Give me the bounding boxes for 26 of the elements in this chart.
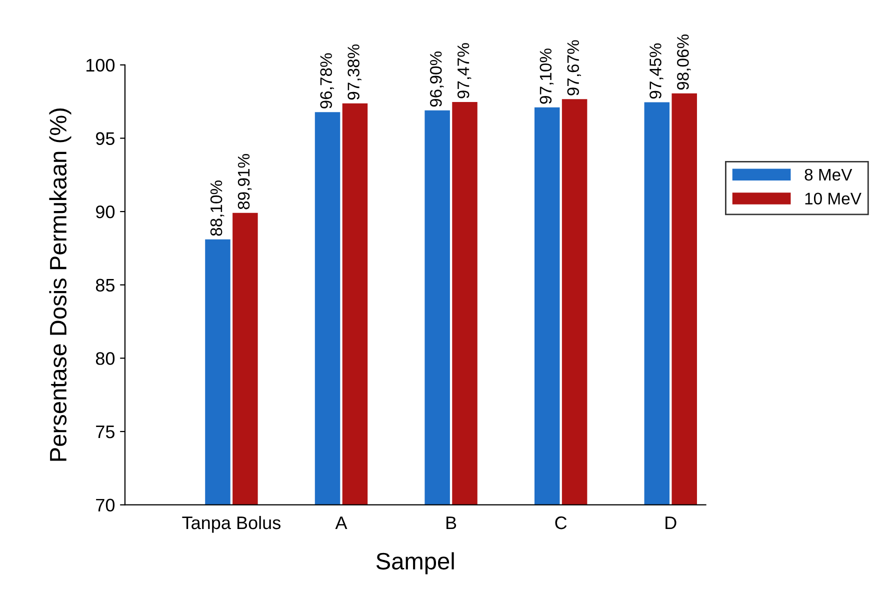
- legend-label: 8 MeV: [804, 168, 852, 181]
- y-tick-label: 80: [96, 352, 115, 365]
- x-axis-title: Sampel: [376, 552, 454, 574]
- legend-label: 10 MeV: [805, 192, 862, 204]
- y-tick-label: 95: [96, 132, 114, 145]
- data-label: 97,67%: [567, 40, 581, 96]
- data-label: 96,78%: [320, 53, 334, 108]
- y-tick-label: 100: [86, 58, 115, 72]
- x-tick-label: A: [335, 516, 348, 530]
- data-label: 97,47%: [457, 43, 472, 98]
- y-tick-label: 85: [96, 278, 114, 292]
- y-tick-label: 75: [96, 426, 114, 438]
- x-tick-label: Tanpa Bolus: [182, 516, 280, 533]
- data-label: 98,06%: [677, 34, 691, 90]
- data-label: 96,90%: [430, 52, 444, 107]
- data-label: 88,10%: [210, 180, 224, 236]
- data-label: 97,38%: [348, 44, 362, 100]
- data-label: 97,45%: [650, 43, 664, 99]
- y-tick-label: 70: [96, 498, 115, 512]
- x-tick-label: B: [446, 516, 456, 530]
- x-tick-label: C: [555, 516, 567, 530]
- data-label: 89,91%: [238, 154, 252, 210]
- x-tick-label: D: [666, 516, 676, 530]
- y-tick-label: 90: [96, 205, 115, 218]
- data-label: 97,10%: [540, 48, 554, 104]
- y-axis-title: Persentase Dosis Permukaan (%): [49, 108, 72, 461]
